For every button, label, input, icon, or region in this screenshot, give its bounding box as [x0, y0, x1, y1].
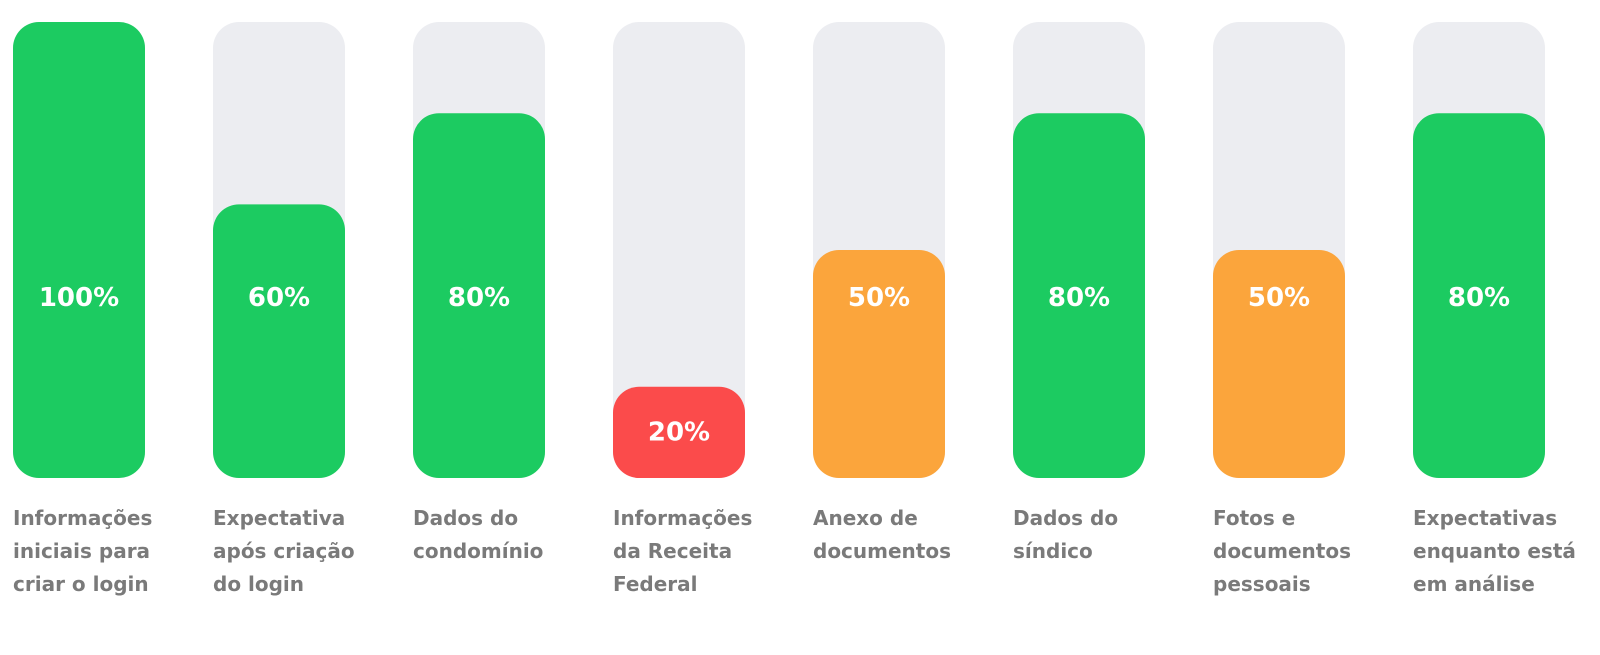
category-label-line: Anexo de — [813, 506, 918, 530]
bar-group: 100% — [13, 22, 145, 478]
bar — [1413, 113, 1545, 478]
category-label: Dados do condomínio — [413, 506, 543, 563]
category-label-line: Fotos e — [1213, 506, 1295, 530]
bar-value-label: 60% — [248, 283, 310, 313]
category-label-line: documentos — [813, 539, 951, 563]
bar — [13, 22, 145, 478]
category-label: Expectativas enquanto está em análise — [1413, 506, 1576, 596]
category-label-line: após criação — [213, 539, 355, 563]
bar-group: 80% — [413, 22, 545, 478]
bar-value-label: 80% — [448, 283, 510, 313]
bar-group: 80% — [1013, 22, 1145, 478]
bar-value-label: 80% — [1048, 283, 1110, 313]
bar-group: 50% — [1213, 22, 1345, 478]
category-label-line: enquanto está — [1413, 539, 1576, 563]
bar-group: 50% — [813, 22, 945, 478]
category-label-line: Federal — [613, 572, 698, 596]
bar — [213, 204, 345, 478]
category-label: Expectativa após criação do login — [213, 506, 355, 596]
category-label-line: criar o login — [13, 572, 149, 596]
category-label: Informações da Receita Federal — [613, 506, 752, 596]
bar-value-label: 100% — [39, 283, 119, 313]
category-label-line: Dados do — [1013, 506, 1118, 530]
bar-group: 80% — [1413, 22, 1545, 478]
bar — [613, 386, 745, 478]
category-label: Fotos e documentos pessoais — [1213, 506, 1351, 596]
bar — [813, 250, 945, 478]
category-label-line: em análise — [1413, 572, 1535, 596]
category-label-line: do login — [213, 572, 304, 596]
bar — [413, 113, 545, 478]
category-label-line: Dados do — [413, 506, 518, 530]
category-label-line: condomínio — [413, 539, 543, 563]
category-label-line: Expectativa — [213, 506, 345, 530]
category-label-line: pessoais — [1213, 572, 1311, 596]
bar-group: 60% — [213, 22, 345, 478]
category-label-line: Informações — [613, 506, 752, 530]
bar-value-label: 50% — [1248, 283, 1310, 313]
bar-value-label: 20% — [648, 417, 710, 447]
category-label-line: síndico — [1013, 539, 1093, 563]
category-label-line: Informações — [13, 506, 152, 530]
bar-value-label: 50% — [848, 283, 910, 313]
category-label-line: Expectativas — [1413, 506, 1557, 530]
category-label-line: iniciais para — [13, 539, 150, 563]
labels-layer: Informações iniciais para criar o login Exp… — [13, 506, 1576, 596]
bar — [1213, 250, 1345, 478]
category-label: Anexo de documentos — [813, 506, 951, 563]
category-label-line: documentos — [1213, 539, 1351, 563]
bar-group: 20% — [613, 22, 745, 478]
bar-value-label: 80% — [1448, 283, 1510, 313]
bars-layer: 100% 60% 80% 20% 50% 80% 50% 80% — [13, 22, 1545, 478]
bar — [1013, 113, 1145, 478]
category-label: Dados do síndico — [1013, 506, 1118, 563]
bar-track — [613, 22, 745, 478]
category-label-line: da Receita — [613, 539, 732, 563]
category-label: Informações iniciais para criar o login — [13, 506, 152, 596]
